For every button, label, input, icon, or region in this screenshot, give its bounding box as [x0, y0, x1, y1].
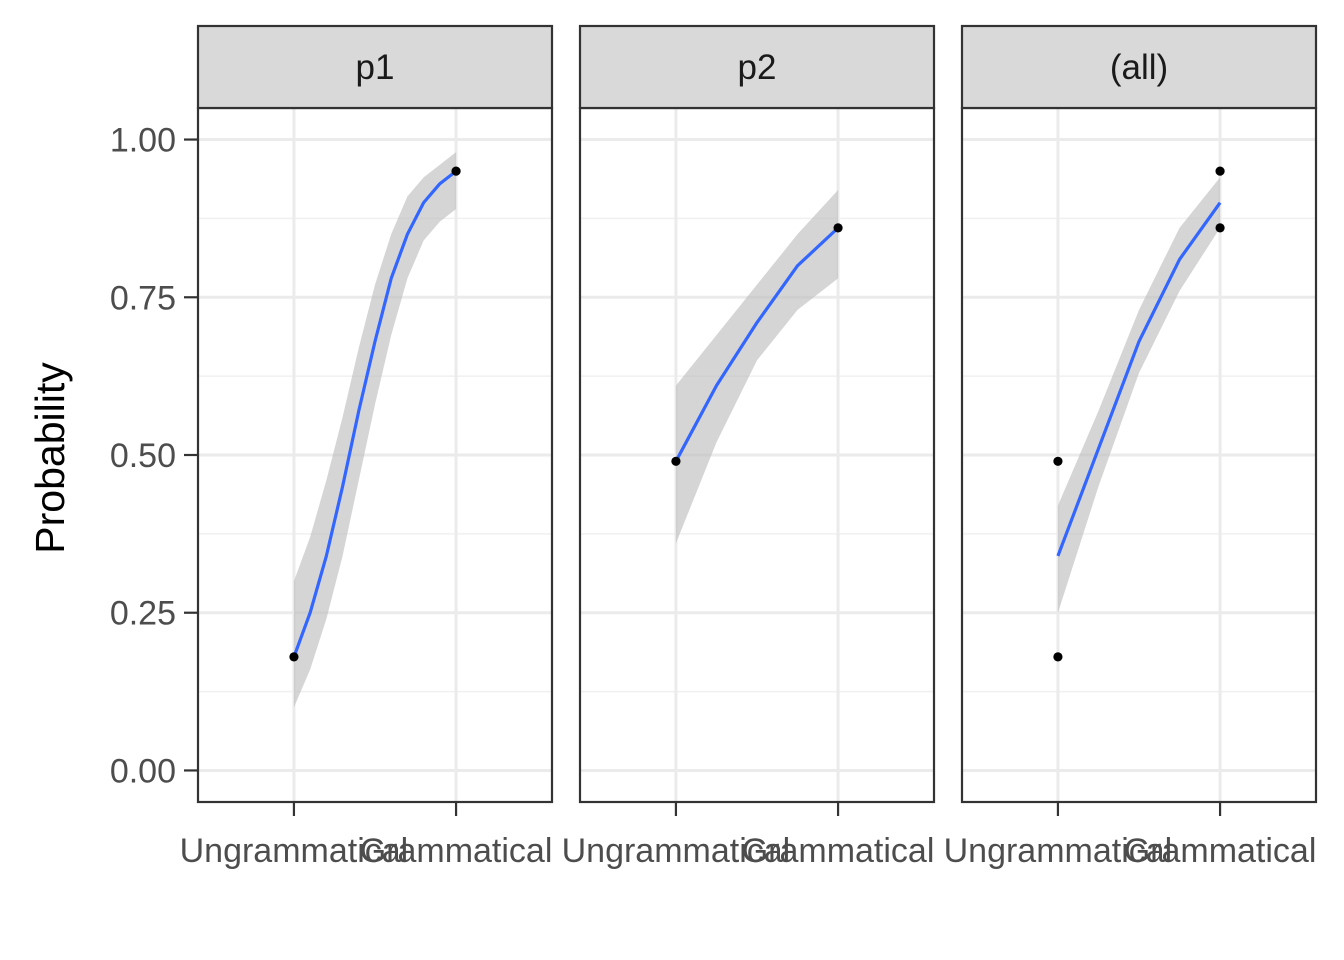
data-point [1053, 652, 1063, 662]
y-tick-label: 0.75 [110, 279, 176, 317]
confidence-ribbon [1057, 177, 1221, 613]
data-point [833, 223, 843, 233]
y-axis-ticks: 0.00 0.25 0.50 0.75 1.00 [110, 122, 198, 790]
y-axis-title: Probability [27, 362, 73, 554]
data-point [1215, 223, 1225, 233]
facet-strip [578, 24, 936, 110]
data-point [289, 652, 299, 662]
fit-line [674, 226, 840, 463]
y-tick-label: 0.50 [110, 437, 176, 475]
x-tick-label: Ungrammatical [944, 832, 1173, 870]
data-point [671, 456, 681, 466]
y-tick-label: 0.25 [110, 595, 176, 633]
facet-strip-label: p1 [356, 48, 395, 87]
x-tick-label: Ungrammatical [562, 832, 791, 870]
confidence-ribbon [293, 152, 457, 708]
y-tick-label: 0.00 [110, 752, 176, 790]
facet-strip-label: p2 [738, 48, 777, 87]
x-tick-label: Grammatical [1124, 832, 1317, 870]
y-tick-label: 1.00 [110, 122, 176, 160]
x-tick-label: Grammatical [742, 832, 935, 870]
confidence-ribbon [675, 190, 839, 544]
x-tick-label: Grammatical [360, 832, 553, 870]
x-tick-label: Ungrammatical [180, 832, 409, 870]
facet-strip-label: (all) [1110, 48, 1168, 87]
facet-strip [960, 24, 1318, 110]
facet-strip [196, 24, 554, 110]
data-point [1215, 166, 1225, 176]
data-point [1053, 456, 1063, 466]
fit-line [292, 169, 458, 658]
fit-line [1056, 201, 1222, 557]
data-point [451, 166, 461, 176]
facet-panels: p1UngrammaticalGrammaticalp2Ungrammatica… [180, 24, 1318, 870]
